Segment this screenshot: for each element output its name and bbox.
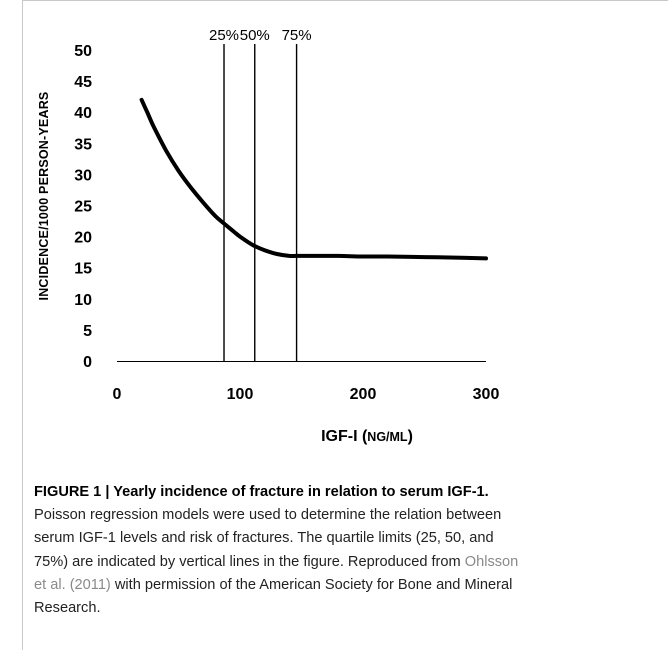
y-tick-label: 10 [74, 292, 92, 309]
y-tick-label: 50 [74, 43, 92, 60]
caption-line-4: et al. (2011) with permission of the Ame… [34, 574, 644, 597]
y-axis-label: INCIDENCE/1000 PERSON-YEARS [37, 92, 51, 301]
chart: 25% 50% 75% 0 5 10 15 20 25 30 35 40 45 50 0 100 200 30… [37, 27, 500, 445]
x-tick-label: 300 [473, 386, 500, 403]
y-tick-label: 35 [74, 136, 92, 153]
y-tick-label: 45 [74, 74, 92, 91]
series [139, 97, 488, 261]
citation-link-year[interactable]: et al. (2011) [34, 576, 111, 593]
x-tick-label: 200 [350, 386, 377, 403]
y-tick-label: 15 [74, 261, 92, 278]
x-tick-label: 100 [227, 386, 254, 403]
y-tick-label: 20 [74, 230, 92, 247]
caption-line-4-text: with permission of the American Society … [110, 576, 513, 593]
x-axis-label-unit: NG/ML [367, 430, 408, 444]
y-tick-label: 40 [74, 105, 92, 122]
figure-frame-left [22, 0, 23, 650]
caption-title: FIGURE 1 | Yearly incidence of fracture … [34, 484, 489, 500]
caption-line-3: 75%) are indicated by vertical lines in … [34, 551, 644, 574]
x-axis-label-main: IGF-I [321, 428, 357, 445]
x-tick-label: 0 [113, 386, 122, 403]
y-tick-label: 0 [83, 354, 92, 371]
quartile-label: 50% [240, 27, 270, 44]
quartile-label: 75% [282, 27, 312, 44]
citation-link[interactable]: Ohlsson [464, 553, 519, 570]
x-tick-labels: 0 100 200 300 [113, 386, 500, 403]
x-axis-label: IGF-I (NG/ML) [321, 428, 413, 445]
caption-line-5: Research. [34, 600, 101, 617]
series-line [139, 97, 488, 261]
figure-caption: FIGURE 1 | Yearly incidence of fracture … [34, 481, 644, 620]
y-tick-labels: 0 5 10 15 20 25 30 35 40 45 50 [74, 43, 92, 371]
y-tick-label: 5 [83, 323, 92, 340]
caption-line-1: Poisson regression models were used to d… [34, 507, 502, 524]
figure-frame-top [22, 0, 668, 1]
y-tick-label: 25 [74, 199, 92, 216]
caption-line-3-text: 75%) are indicated by vertical lines in … [34, 553, 465, 570]
y-tick-label: 30 [74, 167, 92, 184]
caption-line-2: serum IGF-1 levels and risk of fractures… [34, 530, 494, 547]
quartile-label: 25% [209, 27, 239, 44]
quartile-lines: 25% 50% 75% [209, 27, 312, 361]
